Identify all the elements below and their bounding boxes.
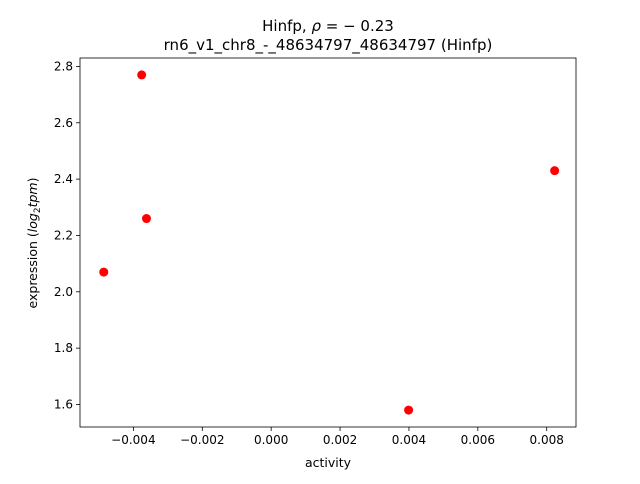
- x-tick-label: −0.004: [111, 433, 155, 447]
- y-tick-label: 2.6: [54, 116, 73, 130]
- chart-title-prefix: Hinfp,: [262, 17, 311, 35]
- y-tick-label: 2.4: [54, 172, 73, 186]
- y-axis-label-suffix: ): [25, 178, 40, 183]
- x-tick-label: 0.006: [461, 433, 495, 447]
- x-tick-label: 0.008: [530, 433, 564, 447]
- chart-title-rho-value: = − 0.23: [321, 17, 394, 35]
- x-tick-label: 0.000: [254, 433, 288, 447]
- chart-subtitle: rn6_v1_chr8_-_48634797_48634797 (Hinfp): [164, 36, 493, 55]
- axes: −0.004 −0.002 0.000 0.002 0.004 0.006 0.008 1.6…: [54, 57, 577, 447]
- y-tick-label: 2.2: [54, 228, 73, 242]
- chart-title-rho-symbol: ρ: [311, 17, 321, 35]
- data-point: [137, 70, 147, 80]
- data-point: [99, 267, 109, 277]
- x-tick-label: −0.002: [180, 433, 224, 447]
- y-axis-label-subscript: 2: [33, 207, 43, 213]
- y-axis-label-math-tpm: tpm: [25, 182, 40, 207]
- chart-title: Hinfp, ρ = − 0.23: [262, 17, 394, 35]
- y-tick-label: 2.0: [54, 285, 73, 299]
- x-axis-label: activity: [305, 455, 352, 470]
- data-point: [404, 405, 414, 415]
- data-point: [550, 166, 560, 176]
- x-tick-label: 0.004: [392, 433, 426, 447]
- y-axis-label-math-log: log: [25, 213, 40, 232]
- y-tick-label: 2.8: [54, 59, 73, 73]
- y-axis-label-prefix: expression (: [25, 232, 40, 308]
- plot-area: [80, 58, 576, 427]
- y-tick-label: 1.8: [54, 341, 73, 355]
- data-point: [141, 214, 151, 224]
- plot-frame: [79, 57, 577, 428]
- x-tick-label: 0.002: [323, 433, 357, 447]
- y-tick-label: 1.6: [54, 397, 73, 411]
- y-axis-label: expression (log2tpm): [25, 178, 43, 309]
